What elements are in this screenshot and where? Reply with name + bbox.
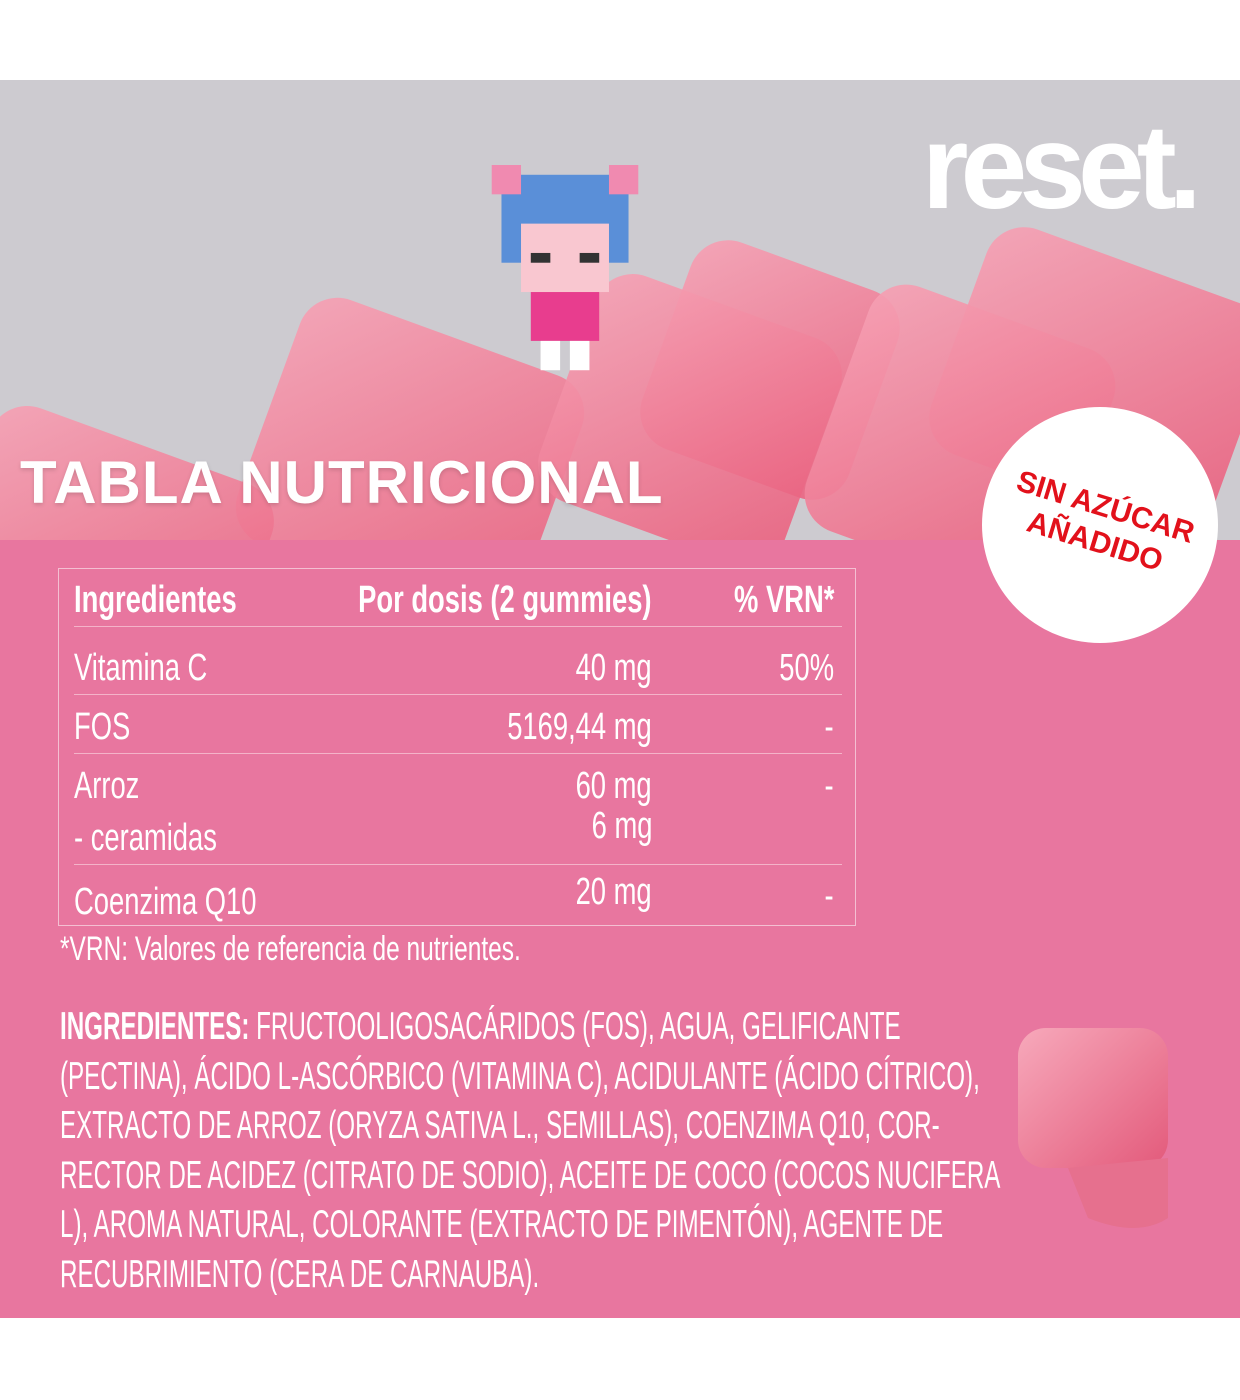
ingredients-line: (PECTINA), ÁCIDO L-ASCÓRBICO (VITAMINA C… xyxy=(60,1054,980,1098)
table-row: Arroz 60 mg - - ceramidas 6 mg xyxy=(74,755,842,865)
header-cell: % VRN* xyxy=(733,579,834,621)
pixel-character-icon xyxy=(491,165,639,371)
cell: 6 mg xyxy=(591,805,652,847)
cell: - xyxy=(824,765,834,807)
table-header: Ingredientes Por dosis (2 gummies) % VRN… xyxy=(74,569,842,627)
ingredients-line: L), AROMA NATURAL, COLORANTE (EXTRACTO D… xyxy=(60,1203,944,1246)
gummy-image xyxy=(1018,1028,1168,1228)
header-cell: Ingredientes xyxy=(74,579,237,621)
cell: 40 mg xyxy=(575,647,652,689)
ingredients-list: INGREDIENTES: FRUCTOOLIGOSACÁRIDOS (FOS)… xyxy=(60,1002,1240,1299)
ingredients-line: RECTOR DE ACIDEZ (CITRATO DE SODIO), ACE… xyxy=(60,1153,1001,1197)
footnote: *VRN: Valores de referencia de nutriente… xyxy=(60,930,521,968)
nutrition-panel: Ingredientes Por dosis (2 gummies) % VRN… xyxy=(0,540,1240,1318)
cell: Coenzima Q10 xyxy=(74,881,257,923)
table-row: Vitamina C 40 mg 50% xyxy=(74,637,842,695)
cell: 50% xyxy=(779,647,834,689)
ingredients-line: EXTRACTO DE ARROZ (ORYZA SATIVA L., SEMI… xyxy=(60,1104,940,1147)
ingredients-line: FRUCTOOLIGOSACÁRIDOS (FOS), AGUA, GELIFI… xyxy=(249,1005,901,1048)
table-row: Coenzima Q10 20 mg - xyxy=(74,865,842,923)
cell: - xyxy=(824,706,834,748)
cell: - ceramidas xyxy=(74,817,217,859)
cell: Arroz xyxy=(74,765,140,807)
table-row: FOS 5169,44 mg - xyxy=(74,696,842,754)
page-title: TABLA NUTRICIONAL xyxy=(20,449,664,516)
ingredients-line: RECUBRIMIENTO (CERA DE CARNAUBA). xyxy=(60,1252,540,1296)
cell: - xyxy=(824,875,834,917)
hero-image: reset. TABLA NUTRICIONAL xyxy=(0,80,1240,540)
cell: 60 mg xyxy=(575,765,652,807)
header-cell: Por dosis (2 gummies) xyxy=(358,579,652,621)
cell: 20 mg xyxy=(575,871,652,913)
ingredients-label: INGREDIENTES: xyxy=(60,1005,250,1048)
cell: Vitamina C xyxy=(74,647,208,689)
brand-logo: reset. xyxy=(921,100,1202,234)
cell: FOS xyxy=(74,706,131,748)
nutrition-table: Ingredientes Por dosis (2 gummies) % VRN… xyxy=(58,568,856,926)
cell: 5169,44 mg xyxy=(507,706,652,748)
